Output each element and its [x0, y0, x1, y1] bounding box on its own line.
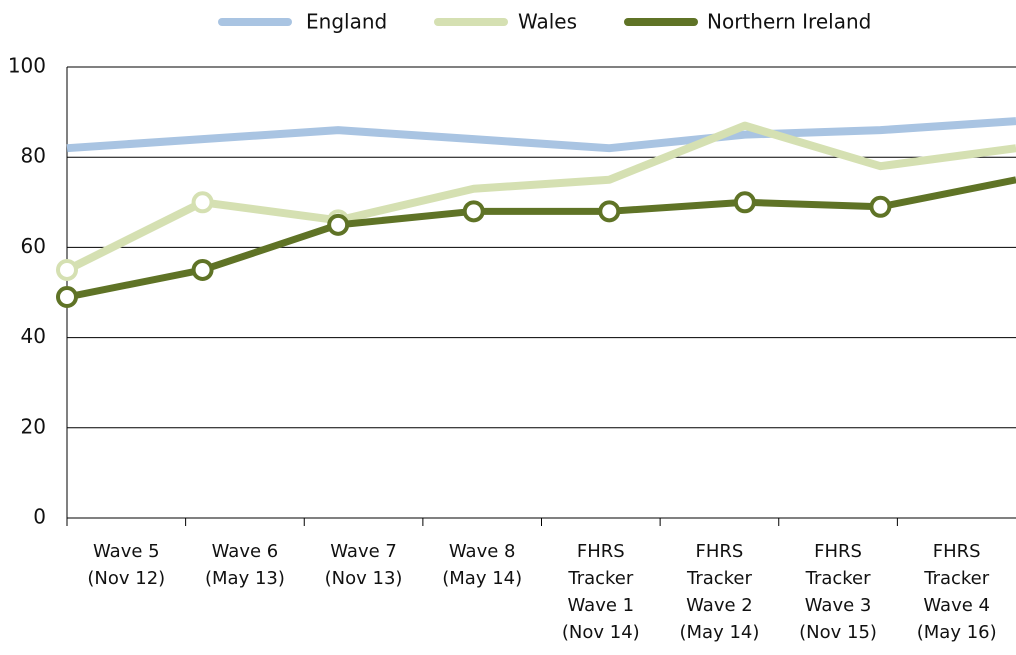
series-marker — [733, 191, 756, 214]
x-tick-label: FHRS Tracker Wave 4 (May 16) — [916, 541, 997, 643]
y-tick-label: 20 — [21, 414, 46, 438]
x-tick-label: FHRS Tracker Wave 3 (Nov 15) — [799, 541, 877, 643]
x-tick-label: Wave 8 (May 14) — [442, 541, 523, 589]
legend-label: England — [306, 10, 387, 34]
series-marker — [327, 213, 350, 236]
legend-label: Wales — [518, 10, 577, 34]
series-line — [66, 117, 1016, 153]
x-tick-label: Wave 6 (May 13) — [204, 541, 285, 589]
x-tick-label: FHRS Tracker Wave 2 (May 14) — [679, 541, 760, 643]
series-line — [66, 176, 1016, 301]
series-line — [65, 121, 1016, 274]
series-marker — [56, 258, 78, 281]
x-tick-label: Wave 7 (Nov 13) — [324, 541, 403, 589]
x-tick-label: FHRS Tracker Wave 1 (Nov 14) — [561, 541, 640, 643]
series-marker — [869, 195, 892, 218]
y-tick-label: 0 — [33, 505, 46, 529]
legend-label: Northern Ireland — [707, 10, 871, 34]
y-tick-label: 60 — [21, 234, 46, 258]
series-marker — [191, 191, 214, 214]
series-marker — [191, 258, 214, 281]
series-marker — [56, 286, 78, 309]
y-tick-label: 40 — [21, 324, 46, 348]
y-tick-label: 100 — [8, 54, 46, 78]
series-marker — [598, 200, 621, 223]
x-tick-label: Wave 5 (Nov 12) — [87, 541, 166, 589]
y-tick-label: 80 — [21, 144, 46, 168]
series-marker — [462, 200, 485, 223]
